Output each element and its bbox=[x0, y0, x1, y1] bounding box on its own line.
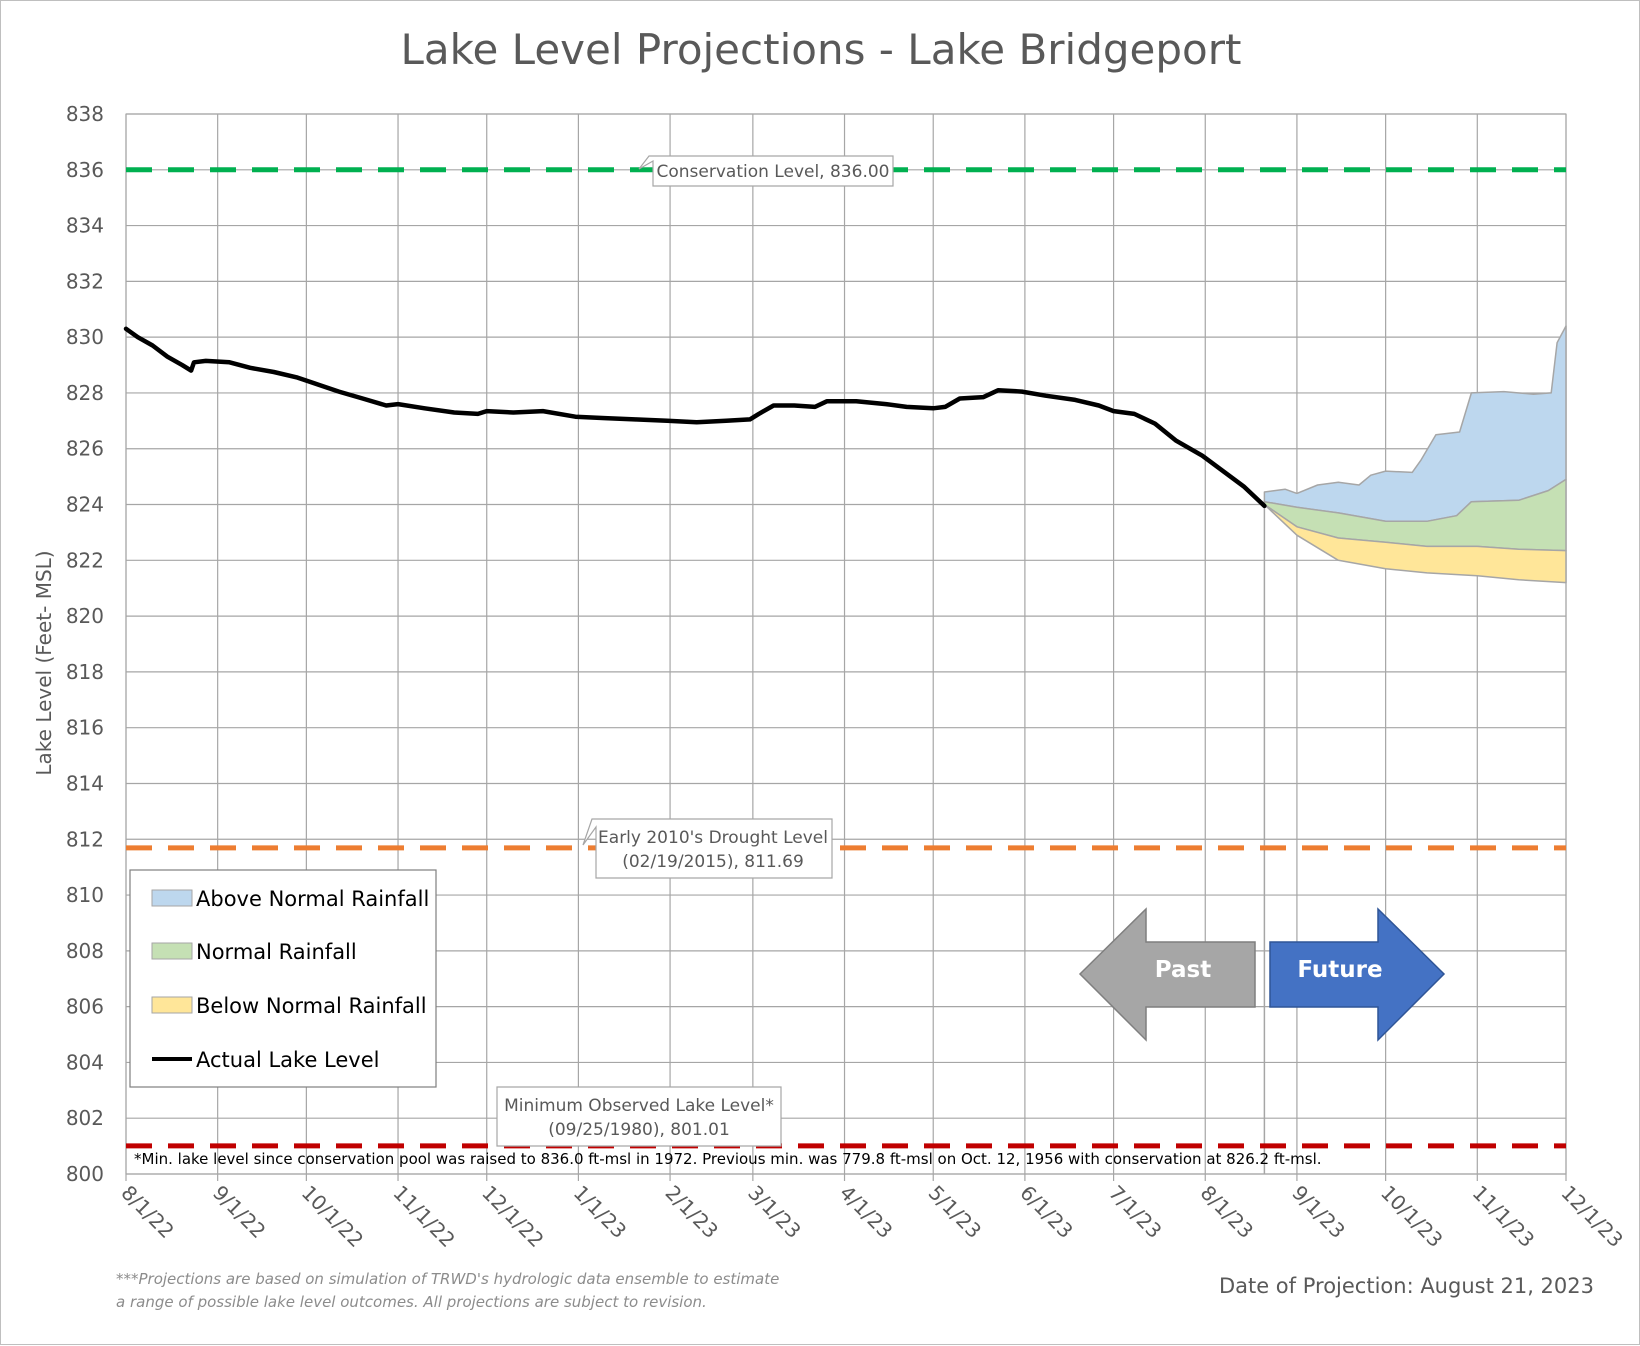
x-tick-label: 12/1/23 bbox=[1556, 1181, 1627, 1252]
y-tick-label: 824 bbox=[66, 493, 104, 517]
projection-areas bbox=[1263, 325, 1567, 584]
x-tick-label: 9/1/23 bbox=[1287, 1181, 1349, 1243]
minimum-label-2: (09/25/1980), 801.01 bbox=[548, 1120, 730, 1140]
x-tick-label: 12/1/22 bbox=[477, 1181, 548, 1252]
past-arrow: Past bbox=[1078, 907, 1256, 1042]
date-of-projection: Date of Projection: August 21, 2023 bbox=[1219, 1274, 1594, 1298]
x-tick-label: 10/1/23 bbox=[1376, 1181, 1447, 1252]
conservation-callout: Conservation Level, 836.00 bbox=[638, 155, 894, 187]
x-tick-label: 2/1/23 bbox=[661, 1181, 723, 1243]
x-tick-label: 1/1/23 bbox=[569, 1181, 631, 1243]
x-tick-label: 8/1/23 bbox=[1196, 1181, 1258, 1243]
footnote-line-2: a range of possible lake level outcomes.… bbox=[116, 1293, 707, 1311]
y-tick-label: 830 bbox=[66, 325, 104, 349]
y-tick-label: 806 bbox=[66, 995, 104, 1019]
y-tick-label: 810 bbox=[66, 883, 104, 907]
legend-swatch-below bbox=[151, 996, 193, 1014]
y-tick-label: 836 bbox=[66, 158, 104, 182]
y-tick-label: 828 bbox=[66, 381, 104, 405]
drought-label-2: (02/19/2015), 811.69 bbox=[622, 852, 804, 872]
y-tick-label: 812 bbox=[66, 827, 104, 851]
legend-label-above: Above Normal Rainfall bbox=[196, 887, 429, 911]
legend-label-below: Below Normal Rainfall bbox=[196, 994, 427, 1018]
y-tick-label: 802 bbox=[66, 1106, 104, 1130]
x-tick-label: 11/1/23 bbox=[1468, 1181, 1539, 1252]
x-tick-label: 6/1/23 bbox=[1015, 1181, 1077, 1243]
y-tick-label: 838 bbox=[66, 102, 104, 126]
x-tick-label: 10/1/22 bbox=[297, 1181, 368, 1252]
x-tick-label: 9/1/22 bbox=[208, 1181, 270, 1243]
y-tick-label: 822 bbox=[66, 548, 104, 572]
x-tick-label: 7/1/23 bbox=[1104, 1181, 1166, 1243]
actual-lake-level bbox=[123, 326, 1267, 509]
actual-lake-level-line bbox=[123, 326, 1267, 509]
footnote-line-1: ***Projections are based on simulation o… bbox=[116, 1270, 779, 1288]
x-tick-label: 4/1/23 bbox=[835, 1181, 897, 1243]
y-tick-label: 808 bbox=[66, 939, 104, 963]
future-label: Future bbox=[1297, 957, 1382, 983]
drought-label: Early 2010's Drought Level bbox=[598, 828, 828, 848]
x-tick-label: 3/1/23 bbox=[743, 1181, 805, 1243]
chart-legend: Above Normal Rainfall Normal Rainfall Be… bbox=[129, 869, 437, 1088]
y-tick-label: 826 bbox=[66, 437, 104, 461]
x-tick-label: 5/1/23 bbox=[924, 1181, 986, 1243]
y-tick-label: 804 bbox=[66, 1050, 104, 1074]
minimum-callout: Minimum Observed Lake Level* (09/25/1980… bbox=[496, 1086, 782, 1147]
y-tick-label: 820 bbox=[66, 604, 104, 628]
chart-title: Lake Level Projections - Lake Bridgeport bbox=[401, 25, 1242, 74]
x-axis-ticks: 8/1/22 9/1/22 10/1/22 11/1/22 12/1/22 1/1/23 2… bbox=[116, 1181, 1627, 1252]
y-tick-label: 832 bbox=[66, 269, 104, 293]
y-axis-ticks: 800 802 804 806 808 810 812 814 816 818 820 822 824 8… bbox=[66, 102, 104, 1186]
past-label: Past bbox=[1155, 957, 1211, 983]
y-tick-label: 818 bbox=[66, 660, 104, 684]
legend-label-actual: Actual Lake Level bbox=[196, 1048, 379, 1072]
min-level-note: *Min. lake level since conservation pool… bbox=[134, 1150, 1322, 1168]
y-axis-label: Lake Level (Feet- MSL) bbox=[32, 550, 56, 775]
y-tick-label: 800 bbox=[66, 1162, 104, 1186]
minimum-label: Minimum Observed Lake Level* bbox=[504, 1096, 774, 1116]
legend-swatch-above bbox=[151, 889, 193, 907]
y-tick-label: 816 bbox=[66, 716, 104, 740]
drought-callout: Early 2010's Drought Level (02/19/2015),… bbox=[582, 818, 833, 879]
future-arrow: Future bbox=[1269, 907, 1446, 1042]
y-tick-label: 814 bbox=[66, 771, 104, 795]
y-tick-label: 834 bbox=[66, 214, 104, 238]
x-tick-label: 8/1/22 bbox=[116, 1181, 178, 1243]
x-tick-label: 11/1/22 bbox=[388, 1181, 459, 1252]
projection-area-below bbox=[1263, 503, 1567, 584]
legend-label-normal: Normal Rainfall bbox=[196, 940, 357, 964]
legend-swatch-normal bbox=[151, 942, 193, 960]
conservation-label: Conservation Level, 836.00 bbox=[657, 162, 890, 182]
